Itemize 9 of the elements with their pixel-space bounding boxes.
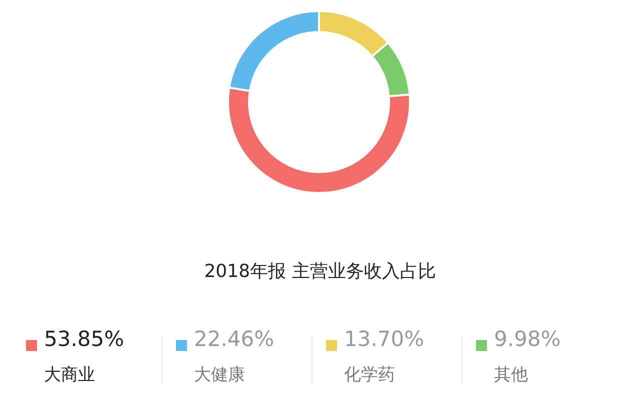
legend-label: 其他	[494, 365, 528, 385]
legend-label: 化学药	[344, 365, 395, 385]
legend-label: 大商业	[44, 365, 95, 385]
data-label: 53.85%	[44, 327, 124, 351]
data-label: 13.70%	[344, 327, 424, 351]
legend-label: 大健康	[194, 365, 245, 385]
text: 2018年报 主营业务收入占比	[204, 261, 436, 282]
data-label: 22.46%	[194, 327, 274, 351]
data-label: 9.98%	[494, 327, 561, 351]
